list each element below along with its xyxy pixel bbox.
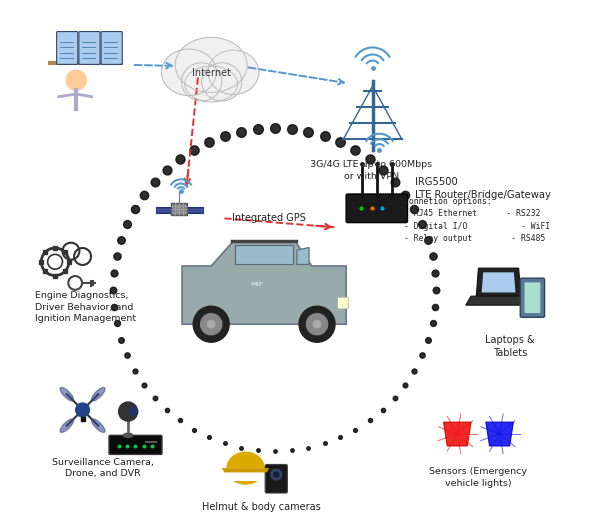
Ellipse shape	[175, 37, 247, 93]
Text: Integrated GPS: Integrated GPS	[232, 213, 306, 223]
Circle shape	[193, 306, 229, 342]
Polygon shape	[171, 203, 187, 214]
Ellipse shape	[161, 49, 217, 96]
Polygon shape	[235, 245, 293, 264]
Circle shape	[299, 306, 335, 342]
FancyBboxPatch shape	[101, 31, 122, 64]
Text: 3G/4G LTE up to 600Mbps
or with VPN: 3G/4G LTE up to 600Mbps or with VPN	[310, 160, 433, 181]
Text: Laptops &
Tablets: Laptops & Tablets	[485, 335, 535, 358]
Circle shape	[273, 472, 279, 477]
FancyBboxPatch shape	[346, 194, 408, 222]
Text: Engine Diagnostics,
Driver Behavior, and
Ignition Management: Engine Diagnostics, Driver Behavior, and…	[35, 292, 136, 323]
FancyBboxPatch shape	[109, 435, 162, 454]
Circle shape	[119, 402, 138, 421]
Text: Sensors (Emergency
vehicle lights): Sensors (Emergency vehicle lights)	[429, 467, 527, 487]
Circle shape	[313, 320, 321, 328]
FancyBboxPatch shape	[79, 31, 100, 64]
Polygon shape	[221, 468, 269, 472]
Text: Connetion options:
- RJ45 Ethernet      - RS232
- Digital I/O           - WiFI
-: Connetion options: - RJ45 Ethernet - RS2…	[404, 197, 550, 243]
Ellipse shape	[208, 50, 259, 95]
Polygon shape	[156, 207, 171, 213]
FancyBboxPatch shape	[338, 297, 348, 309]
Ellipse shape	[227, 452, 264, 484]
Ellipse shape	[124, 433, 133, 437]
Text: IRG5500
LTE Router/Bridge/Gateway: IRG5500 LTE Router/Bridge/Gateway	[415, 177, 551, 200]
FancyBboxPatch shape	[525, 282, 540, 313]
Ellipse shape	[60, 387, 73, 401]
Ellipse shape	[202, 63, 242, 101]
FancyBboxPatch shape	[265, 464, 287, 493]
Polygon shape	[187, 207, 203, 213]
Circle shape	[76, 403, 90, 417]
Circle shape	[208, 320, 215, 328]
Polygon shape	[227, 468, 264, 481]
Circle shape	[129, 408, 138, 416]
Text: Internet: Internet	[192, 68, 230, 78]
Ellipse shape	[60, 419, 73, 433]
Text: Surveillance Camera,
Drone, and DVR: Surveillance Camera, Drone, and DVR	[52, 458, 153, 478]
Polygon shape	[466, 296, 531, 305]
Polygon shape	[182, 242, 346, 324]
Circle shape	[271, 469, 282, 480]
Polygon shape	[486, 422, 513, 446]
Text: MIF: MIF	[251, 281, 264, 287]
Text: Helmut & body cameras: Helmut & body cameras	[202, 502, 321, 511]
Circle shape	[306, 314, 328, 335]
Ellipse shape	[181, 63, 221, 101]
Circle shape	[66, 70, 87, 90]
Polygon shape	[297, 247, 309, 264]
FancyBboxPatch shape	[520, 278, 544, 317]
Polygon shape	[444, 422, 471, 446]
Circle shape	[201, 314, 221, 335]
Ellipse shape	[184, 66, 238, 102]
Ellipse shape	[91, 419, 105, 433]
Ellipse shape	[91, 387, 105, 401]
Polygon shape	[482, 272, 515, 293]
Polygon shape	[476, 268, 521, 296]
FancyBboxPatch shape	[57, 31, 78, 64]
